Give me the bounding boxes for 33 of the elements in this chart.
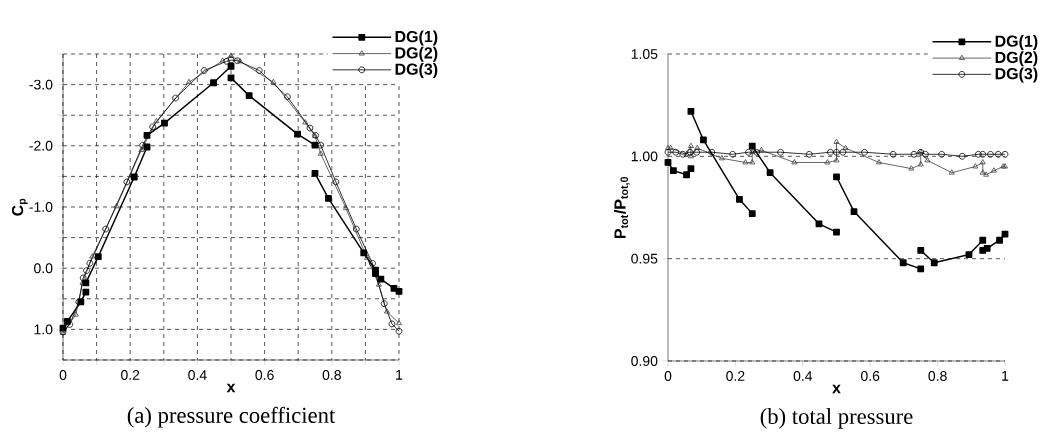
x-axis-title: x [832, 384, 841, 394]
y-tick-label: 1.0 [34, 324, 53, 335]
x-tick-label: 0 [59, 370, 67, 380]
y-tick-label: -2.0 [29, 140, 53, 151]
legend-label: DG(1) [995, 35, 1038, 50]
y-tick-label: -1.0 [29, 202, 53, 212]
text: (b) total pressure [760, 408, 913, 429]
x-tick-label: 0.4 [188, 370, 207, 380]
legend-label: DG(3) [995, 67, 1038, 83]
legend-label: DG(2) [395, 46, 438, 62]
y-axis-title: C$_{p}$ [11, 198, 28, 216]
text: (a) pressure coefficient [127, 406, 336, 428]
x-tick-label: 0.8 [322, 370, 341, 380]
legend-label: DG(3) [395, 63, 438, 78]
x-tick-label: 0.4 [793, 371, 813, 381]
x-tick-label: 1 [396, 370, 403, 380]
x-tick-label: 1 [1002, 371, 1009, 381]
x-axis-title: x [226, 383, 236, 393]
x-tick-label: 0.2 [726, 371, 745, 381]
y-tick-label: 0.95 [631, 253, 658, 264]
x-tick-label: 0.2 [121, 370, 140, 380]
y-axis-title: P$_{tot}$/P$_{tot,0}$ [613, 176, 630, 239]
x-tick-label: 0.6 [255, 370, 274, 380]
legend-label: DG(1) [395, 30, 438, 46]
y-tick-label: 1.00 [631, 151, 658, 162]
y-tick-label: 0.0 [34, 263, 53, 274]
legend-label: DG(2) [995, 51, 1038, 67]
y-tick-label: -3.0 [29, 79, 53, 90]
x-tick-label: 0.6 [861, 371, 880, 381]
x-tick-label: 0 [664, 371, 672, 381]
y-tick-label: 0.90 [631, 356, 658, 366]
x-tick-label: 0.8 [928, 371, 947, 381]
y-tick-label: 1.05 [631, 49, 658, 59]
